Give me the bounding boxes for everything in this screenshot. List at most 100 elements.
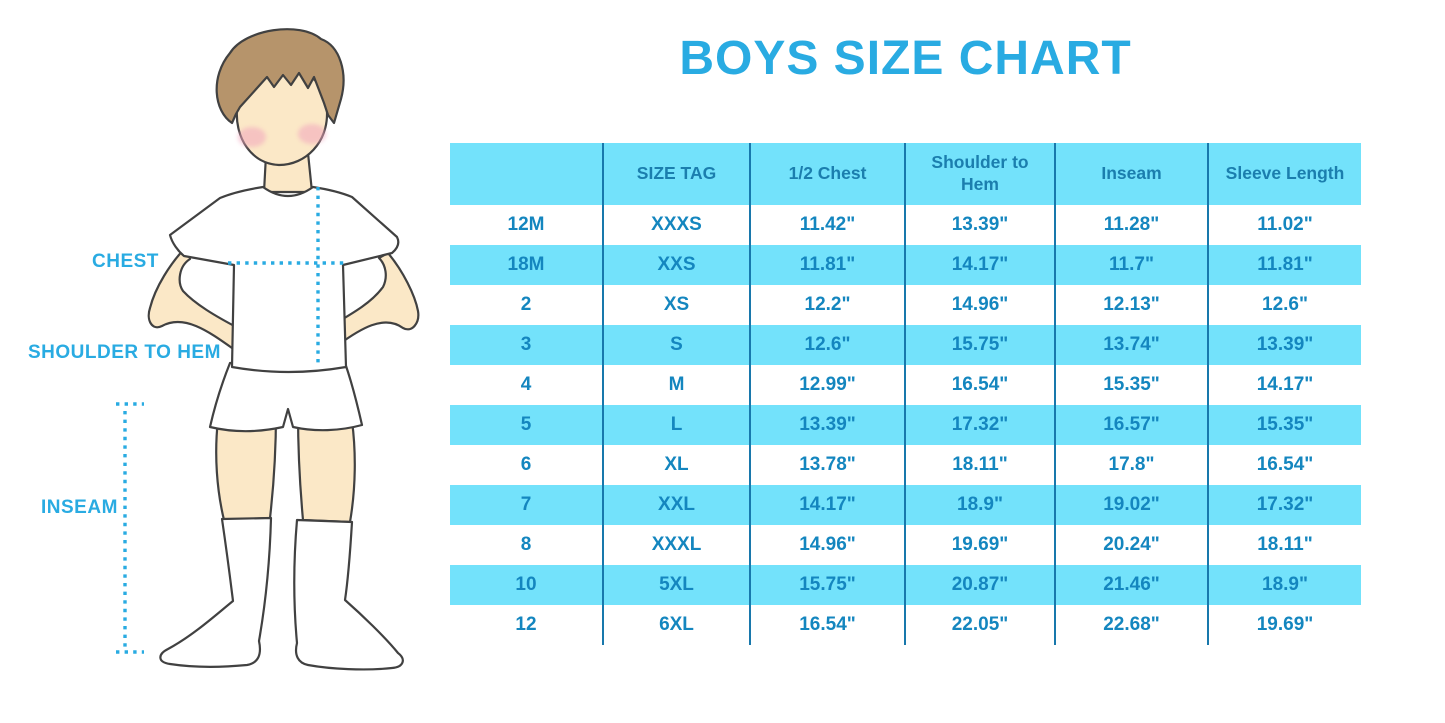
table-row: 10 5XL 15.75" 20.87" 21.46" 18.9" xyxy=(450,565,1361,605)
measurement-cell: 16.54" xyxy=(1207,445,1361,485)
table-row: 4 M 12.99" 16.54" 15.35" 14.17" xyxy=(450,365,1361,405)
measurement-cell: 5XL xyxy=(602,565,750,605)
measurement-cell: 22.05" xyxy=(904,605,1055,645)
right-sock xyxy=(293,518,404,671)
measurement-cell: 16.54" xyxy=(904,365,1055,405)
measurement-cell: XXS xyxy=(602,245,750,285)
measurement-cell: 11.42" xyxy=(749,205,905,245)
hair xyxy=(215,28,345,125)
blush-cheeks xyxy=(238,124,326,147)
measurement-cell: 15.75" xyxy=(749,565,905,605)
table-row: 12 6XL 16.54" 22.05" 22.68" 19.69" xyxy=(450,605,1361,645)
measurement-lines xyxy=(116,187,344,654)
measurement-cell: 17.8" xyxy=(1054,445,1208,485)
measurement-cell: 13.39" xyxy=(904,205,1055,245)
measurement-cell: 11.81" xyxy=(749,245,905,285)
left-arm xyxy=(147,243,242,350)
measurement-cell: 19.69" xyxy=(904,525,1055,565)
row-label-cell: 10 xyxy=(515,574,537,595)
measurement-cell: 19.02" xyxy=(1054,485,1208,525)
measurement-cell: 21.46" xyxy=(1054,565,1208,605)
table-body: 12M XXXS 11.42" 13.39" 11.28" 11.02" 18M XXS 11.… xyxy=(450,205,1361,645)
row-label-cell: 2 xyxy=(520,294,532,315)
measurement-cell: XS xyxy=(602,285,750,325)
measurement-cell: XL xyxy=(602,445,750,485)
measurement-cell: 14.17" xyxy=(904,245,1055,285)
measurement-cell: 19.69" xyxy=(1207,605,1361,645)
page-title: BOYS SIZE CHART xyxy=(679,32,1132,85)
row-label-cell: 3 xyxy=(520,334,532,355)
measurement-cell: 13.78" xyxy=(749,445,905,485)
column-header: Sleeve Length xyxy=(1207,143,1361,205)
row-label-cell: 8 xyxy=(520,534,532,555)
row-label-cell: 18M xyxy=(507,254,545,275)
table-row: 12M XXXS 11.42" 13.39" 11.28" 11.02" xyxy=(450,205,1361,245)
measurement-cell: 13.39" xyxy=(1207,325,1361,365)
row-label-cell: 4 xyxy=(520,374,532,395)
row-label-cell: 12 xyxy=(515,614,537,635)
row-label-cell: 5 xyxy=(520,414,532,435)
measurement-cell: 13.74" xyxy=(1054,325,1208,365)
table-row: 18M XXS 11.81" 14.17" 11.7" 11.81" xyxy=(450,245,1361,285)
column-header: 1/2 Chest xyxy=(749,143,905,205)
row-label-cell: 7 xyxy=(520,494,532,515)
measurement-cell: 13.39" xyxy=(749,405,905,445)
row-label-cell: 12M xyxy=(507,214,545,235)
measurement-cell: 18.9" xyxy=(904,485,1055,525)
measurement-cell: 14.17" xyxy=(1207,365,1361,405)
measurement-cell: XXXL xyxy=(602,525,750,565)
label-chest: CHEST xyxy=(92,251,159,272)
measurement-cell: 16.57" xyxy=(1054,405,1208,445)
t-shirt xyxy=(168,185,400,374)
measurement-cell: 16.54" xyxy=(749,605,905,645)
measurement-cell: 17.32" xyxy=(904,405,1055,445)
measurement-cell: S xyxy=(602,325,750,365)
column-header xyxy=(450,143,603,205)
measurement-cell: 15.35" xyxy=(1054,365,1208,405)
shorts xyxy=(208,361,364,433)
measurement-cell: 22.68" xyxy=(1054,605,1208,645)
measurement-cell: L xyxy=(602,405,750,445)
right-arm xyxy=(329,251,420,347)
table-row: 2 XS 12.2" 14.96" 12.13" 12.6" xyxy=(450,285,1361,325)
measurement-cell: 12.6" xyxy=(1207,285,1361,325)
table-row: 8 XXXL 14.96" 19.69" 20.24" 18.11" xyxy=(450,525,1361,565)
column-header: Shoulder to Hem xyxy=(904,143,1055,205)
column-header: SIZE TAG xyxy=(602,143,750,205)
measurement-cell: 20.87" xyxy=(904,565,1055,605)
measurement-cell: 14.96" xyxy=(904,285,1055,325)
measurement-cell: M xyxy=(602,365,750,405)
label-inseam: INSEAM xyxy=(41,497,118,518)
measurement-cell: 6XL xyxy=(602,605,750,645)
table-row: 7 XXL 14.17" 18.9" 19.02" 17.32" xyxy=(450,485,1361,525)
column-header: Inseam xyxy=(1054,143,1208,205)
label-shoulder-to-hem: SHOULDER TO HEM xyxy=(28,342,221,363)
boy-illustration xyxy=(116,28,420,671)
measurement-cell: 11.28" xyxy=(1054,205,1208,245)
measurement-cell: 11.7" xyxy=(1054,245,1208,285)
measurement-cell: 11.02" xyxy=(1207,205,1361,245)
measurement-cell: 17.32" xyxy=(1207,485,1361,525)
left-sock xyxy=(159,516,273,668)
measurement-cell: XXXS xyxy=(602,205,750,245)
measurement-cell: 12.6" xyxy=(749,325,905,365)
measurement-cell: 15.35" xyxy=(1207,405,1361,445)
table-head: SIZE TAG 1/2 Chest Shoulder to Hem Inseam Sl… xyxy=(450,143,1361,205)
measurement-cell: 12.99" xyxy=(749,365,905,405)
measurement-cell: 20.24" xyxy=(1054,525,1208,565)
table-header-row: SIZE TAG 1/2 Chest Shoulder to Hem Inseam Sl… xyxy=(450,143,1361,205)
measurement-cell: XXL xyxy=(602,485,750,525)
table-row: 5 L 13.39" 17.32" 16.57" 15.35" xyxy=(450,405,1361,445)
measurement-cell: 14.17" xyxy=(749,485,905,525)
row-label-cell: 6 xyxy=(520,454,532,475)
measurement-cell: 12.2" xyxy=(749,285,905,325)
table-row: 6 XL 13.78" 18.11" 17.8" 16.54" xyxy=(450,445,1361,485)
measurement-cell: 15.75" xyxy=(904,325,1055,365)
measurement-cell: 18.11" xyxy=(1207,525,1361,565)
measurement-cell: 18.9" xyxy=(1207,565,1361,605)
table-row: 3 S 12.6" 15.75" 13.74" 13.39" xyxy=(450,325,1361,365)
measurement-cell: 18.11" xyxy=(904,445,1055,485)
size-table: SIZE TAG 1/2 Chest Shoulder to Hem Inseam Sl… xyxy=(450,143,1361,645)
measurement-cell: 12.13" xyxy=(1054,285,1208,325)
